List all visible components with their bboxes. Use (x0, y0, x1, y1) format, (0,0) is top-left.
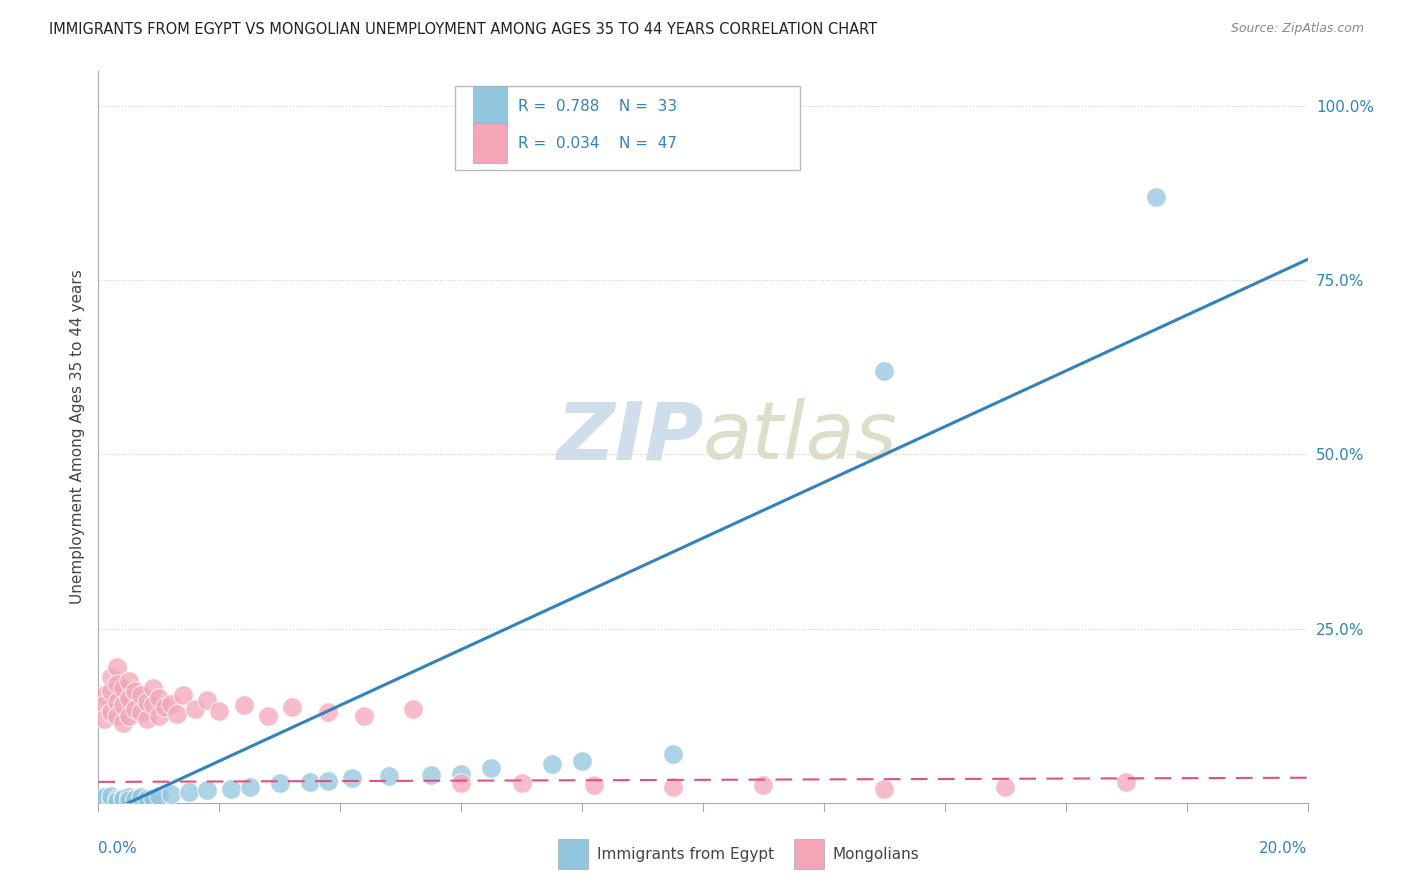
Point (299, 775, 322, 789)
Point (124, 791, 146, 805)
Point (184, 702, 207, 716)
Point (873, 364, 896, 378)
Text: Source: ZipAtlas.com: Source: ZipAtlas.com (1230, 22, 1364, 36)
Point (118, 691, 141, 706)
Point (316, 773, 339, 788)
Y-axis label: Unemployment Among Ages 35 to 44 years: Unemployment Among Ages 35 to 44 years (69, 269, 84, 605)
Point (353, 708, 375, 723)
Point (179, 785, 201, 799)
Bar (474, 122, 508, 163)
Text: Mongolians: Mongolians (832, 847, 920, 862)
Point (153, 699, 176, 714)
Point (135, 712, 157, 726)
Point (100, 670, 122, 684)
Point (661, 780, 683, 795)
Point (142, 681, 165, 695)
Point (583, 778, 606, 792)
Point (105, 794, 128, 808)
Bar (793, 839, 824, 869)
Point (540, 757, 562, 772)
Point (100, 705, 122, 719)
Point (752, 778, 775, 792)
Point (93, 712, 115, 726)
Point (93, 698, 115, 713)
Point (160, 697, 183, 711)
Point (100, 789, 122, 803)
Point (661, 747, 683, 761)
Bar (558, 839, 588, 869)
Point (118, 708, 141, 723)
Text: atlas: atlas (703, 398, 898, 476)
Point (1144, 190, 1167, 204)
Point (166, 706, 188, 721)
Point (135, 792, 157, 806)
Point (402, 702, 425, 716)
Point (239, 780, 262, 795)
Point (111, 792, 134, 806)
Point (172, 688, 194, 702)
Point (232, 698, 254, 713)
Point (111, 681, 134, 695)
Point (450, 766, 472, 780)
Text: R =  0.034    N =  47: R = 0.034 N = 47 (517, 136, 678, 151)
Point (111, 698, 134, 713)
Point (994, 780, 1017, 795)
Point (129, 705, 152, 719)
Point (148, 691, 170, 706)
Point (105, 660, 128, 674)
Point (93, 688, 115, 702)
Text: 20.0%: 20.0% (1260, 841, 1308, 856)
Point (510, 776, 533, 790)
Point (105, 695, 128, 709)
Point (124, 684, 146, 698)
Point (148, 789, 170, 803)
Point (269, 776, 291, 790)
Point (256, 708, 278, 723)
Point (221, 781, 243, 796)
Point (450, 776, 472, 790)
Point (1115, 775, 1137, 789)
Point (118, 789, 141, 804)
Bar (474, 86, 508, 126)
Point (142, 791, 165, 805)
Text: 0.0%: 0.0% (98, 841, 138, 856)
Point (129, 688, 152, 702)
Point (100, 684, 122, 698)
Point (105, 791, 128, 805)
FancyBboxPatch shape (456, 86, 800, 170)
Point (160, 788, 183, 802)
Point (873, 781, 896, 796)
Point (111, 715, 134, 730)
Point (118, 673, 141, 688)
Point (105, 677, 128, 691)
Point (124, 702, 146, 716)
Point (377, 769, 399, 783)
Point (208, 704, 231, 718)
Text: ZIP: ZIP (555, 398, 703, 476)
Point (195, 783, 218, 797)
Text: Immigrants from Egypt: Immigrants from Egypt (596, 847, 773, 862)
Point (316, 705, 339, 719)
Text: IMMIGRANTS FROM EGYPT VS MONGOLIAN UNEMPLOYMENT AMONG AGES 35 TO 44 YEARS CORREL: IMMIGRANTS FROM EGYPT VS MONGOLIAN UNEMP… (49, 22, 877, 37)
Point (135, 695, 157, 709)
Text: R =  0.788    N =  33: R = 0.788 N = 33 (517, 99, 678, 114)
Point (342, 772, 364, 786)
Point (93, 790, 115, 805)
Point (281, 699, 304, 714)
Point (129, 790, 152, 805)
Point (142, 698, 165, 713)
Point (111, 791, 134, 805)
Point (100, 793, 122, 807)
Point (105, 708, 128, 723)
Point (481, 761, 503, 775)
Point (93, 792, 115, 806)
Point (148, 708, 170, 723)
Point (118, 793, 141, 807)
Point (420, 768, 443, 782)
Point (571, 754, 593, 768)
Point (195, 692, 218, 706)
